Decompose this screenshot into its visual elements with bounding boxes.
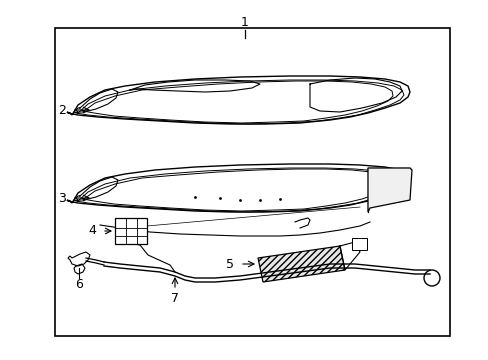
Bar xyxy=(115,218,147,244)
Polygon shape xyxy=(258,246,345,282)
Text: 7: 7 xyxy=(171,292,179,305)
Text: 5: 5 xyxy=(225,257,234,270)
Text: 3: 3 xyxy=(58,192,66,204)
Text: 6: 6 xyxy=(75,278,83,291)
Bar xyxy=(351,238,366,250)
Polygon shape xyxy=(67,76,409,124)
Text: 4: 4 xyxy=(88,225,96,238)
Polygon shape xyxy=(67,164,409,212)
Text: 1: 1 xyxy=(241,15,248,28)
Polygon shape xyxy=(367,168,411,212)
Text: 2: 2 xyxy=(58,104,66,117)
Polygon shape xyxy=(68,252,90,266)
Bar xyxy=(55,28,449,336)
